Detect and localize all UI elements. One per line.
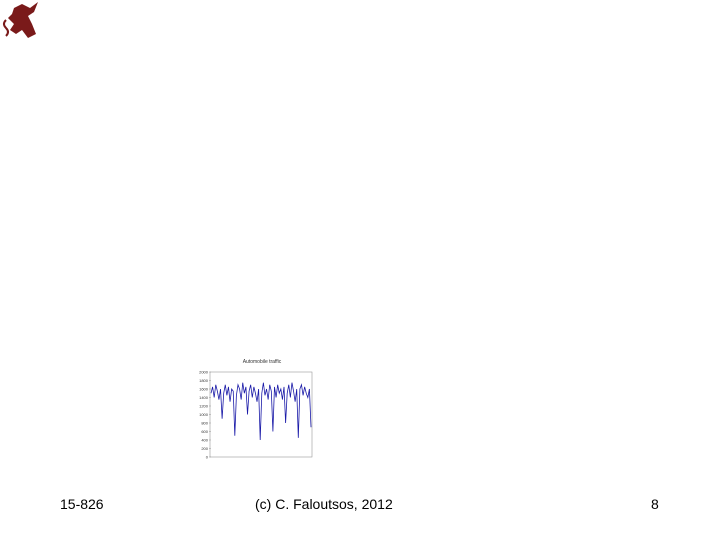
- traffic-line: [210, 382, 312, 441]
- chart-title: Automobile traffic: [243, 359, 282, 365]
- y-tick-label: 400: [201, 438, 208, 443]
- footer-course: 15-826: [60, 496, 104, 512]
- y-tick-label: 1600: [199, 387, 209, 392]
- y-tick-label: 1200: [199, 404, 209, 409]
- y-tick-label: 200: [201, 446, 208, 451]
- y-tick-label: 1400: [199, 395, 209, 400]
- y-tick-label: 800: [201, 421, 208, 426]
- logo: [3, 2, 38, 38]
- y-tick-label: 600: [201, 429, 208, 434]
- chart: 0 200 400 600 800 1000 1200 1400 1600 1800 2000: [199, 370, 312, 460]
- y-tick-label: 1800: [199, 378, 209, 383]
- y-tick-label: 0: [206, 455, 209, 460]
- y-tick-label: 1000: [199, 412, 209, 417]
- y-tick-label: 2000: [199, 370, 209, 375]
- footer-page: 8: [651, 496, 659, 512]
- footer-copyright: (c) C. Faloutsos, 2012: [255, 496, 393, 512]
